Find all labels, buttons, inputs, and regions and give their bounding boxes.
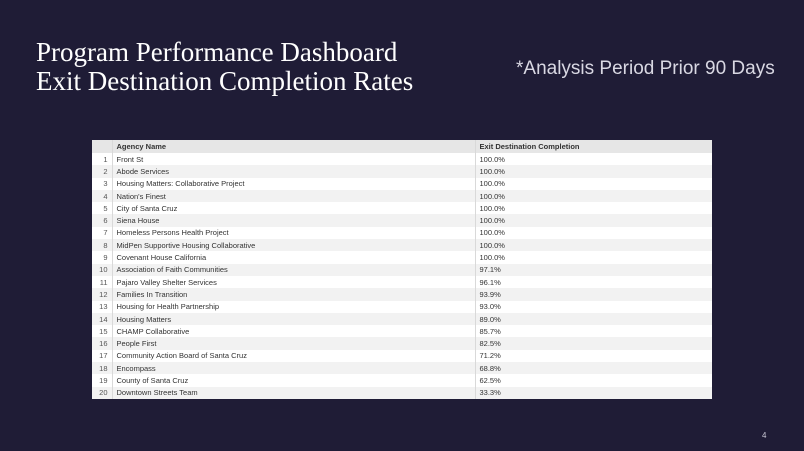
row-index: 3 <box>103 179 108 189</box>
row-index: 16 <box>99 339 108 349</box>
agency-name-cell: Covenant House California <box>111 251 475 264</box>
agency-name-cell: Front St <box>111 153 475 166</box>
row-index: 7 <box>103 228 108 238</box>
table-row[interactable]: 16 People First 82.5% <box>92 337 712 350</box>
completion-rate-cell: 96.1% <box>474 275 712 289</box>
row-index: 4 <box>103 191 108 201</box>
table-row[interactable]: 17 Community Action Board of Santa Cruz 71… <box>92 349 712 363</box>
completion-table: Agency Name Exit Destination Completion … <box>92 140 712 399</box>
row-index: 11 <box>99 277 108 287</box>
agency-name-cell: Housing Matters: Collaborative Project <box>111 177 475 190</box>
row-index: 8 <box>103 240 108 250</box>
table-row[interactable]: 6 Siena House 100.0% <box>92 214 712 227</box>
slide-title-line-2: Exit Destination Completion Rates <box>36 66 414 96</box>
completion-rate-cell: 68.8% <box>474 362 712 375</box>
agency-name-cell: Families In Transition <box>111 288 475 301</box>
completion-rate-cell: 97.1% <box>474 263 712 276</box>
row-index: 15 <box>99 326 108 336</box>
table-row[interactable]: 2 Abode Services 100.0% <box>92 165 712 178</box>
completion-rate-cell: 100.0% <box>474 189 712 203</box>
slide-title-line-1: Program Performance Dashboard <box>36 37 398 67</box>
column-header-exit-destination-completion[interactable]: Exit Destination Completion <box>474 140 712 153</box>
completion-rate-cell: 100.0% <box>474 226 712 240</box>
row-index: 18 <box>99 363 108 373</box>
completion-rate-cell: 100.0% <box>474 177 712 190</box>
completion-rate-cell: 82.5% <box>474 337 712 350</box>
table-row[interactable]: 8 MidPen Supportive Housing Collaborative… <box>92 239 712 252</box>
completion-rate-cell: 100.0% <box>474 214 712 227</box>
table-row[interactable]: 20 Downtown Streets Team 33.3% <box>92 386 712 399</box>
table-row[interactable]: 10 Association of Faith Communities 97.1% <box>92 263 712 276</box>
table-row[interactable]: 1 Front St 100.0% <box>92 153 712 166</box>
completion-rate-cell: 100.0% <box>474 153 712 166</box>
column-header-index[interactable] <box>92 140 112 153</box>
agency-name-cell: Housing Matters <box>111 312 475 326</box>
agency-name-cell: MidPen Supportive Housing Collaborative <box>111 239 475 252</box>
completion-rate-cell: 100.0% <box>474 251 712 264</box>
completion-rate-cell: 100.0% <box>474 202 712 215</box>
row-index: 20 <box>99 388 108 398</box>
row-index: 14 <box>99 314 108 324</box>
row-index: 13 <box>99 302 108 312</box>
table-row[interactable]: 3 Housing Matters: Collaborative Project 1… <box>92 177 712 190</box>
completion-rate-cell: 100.0% <box>474 165 712 178</box>
table-row[interactable]: 12 Families In Transition 93.9% <box>92 288 712 301</box>
table-header-row: Agency Name Exit Destination Completion <box>92 140 712 153</box>
column-header-agency-name[interactable]: Agency Name <box>111 140 475 153</box>
table-row[interactable]: 18 Encompass 68.8% <box>92 362 712 375</box>
completion-rate-cell: 85.7% <box>474 325 712 338</box>
table-row[interactable]: 11 Pajaro Valley Shelter Services 96.1% <box>92 275 712 289</box>
completion-rate-cell: 93.0% <box>474 300 712 313</box>
table-body: 1 Front St 100.0% 2 Abode Services 100.0% 3 Hou… <box>92 153 712 399</box>
row-index: 6 <box>103 216 108 226</box>
table-row[interactable]: 19 County of Santa Cruz 62.5% <box>92 374 712 387</box>
agency-name-cell: Siena House <box>111 214 475 227</box>
table-row[interactable]: 13 Housing for Health Partnership 93.0% <box>92 300 712 313</box>
table-row[interactable]: 5 City of Santa Cruz 100.0% <box>92 202 712 215</box>
agency-name-cell: County of Santa Cruz <box>111 374 475 387</box>
agency-name-cell: Housing for Health Partnership <box>111 300 475 313</box>
table-row[interactable]: 9 Covenant House California 100.0% <box>92 251 712 264</box>
completion-rate-cell: 71.2% <box>474 349 712 363</box>
row-index: 5 <box>103 203 108 213</box>
agency-name-cell: Abode Services <box>111 165 475 178</box>
row-index: 1 <box>103 154 108 164</box>
row-index: 12 <box>99 289 108 299</box>
agency-name-cell: CHAMP Collaborative <box>111 325 475 338</box>
page-number: 4 <box>762 431 767 440</box>
completion-rate-cell: 33.3% <box>474 386 712 399</box>
agency-name-cell: Encompass <box>111 362 475 375</box>
row-index: 19 <box>99 375 108 385</box>
agency-name-cell: City of Santa Cruz <box>111 202 475 215</box>
agency-name-cell: Nation's Finest <box>111 189 475 203</box>
analysis-period-note: *Analysis Period Prior 90 Days <box>516 58 775 79</box>
table-row[interactable]: 14 Housing Matters 89.0% <box>92 312 712 326</box>
table-row[interactable]: 7 Homeless Persons Health Project 100.0% <box>92 226 712 240</box>
row-index: 2 <box>103 166 108 176</box>
agency-name-cell: Downtown Streets Team <box>111 386 475 399</box>
completion-rate-cell: 62.5% <box>474 374 712 387</box>
row-index: 17 <box>99 351 108 361</box>
agency-name-cell: Homeless Persons Health Project <box>111 226 475 240</box>
table-row[interactable]: 15 CHAMP Collaborative 85.7% <box>92 325 712 338</box>
table-row[interactable]: 4 Nation's Finest 100.0% <box>92 189 712 203</box>
slide-title: Program Performance Dashboard Exit Desti… <box>36 38 413 96</box>
row-index: 10 <box>99 265 108 275</box>
completion-rate-cell: 100.0% <box>474 239 712 252</box>
agency-name-cell: People First <box>111 337 475 350</box>
agency-name-cell: Pajaro Valley Shelter Services <box>111 275 475 289</box>
row-index: 9 <box>103 253 108 263</box>
agency-name-cell: Association of Faith Communities <box>111 263 475 276</box>
agency-name-cell: Community Action Board of Santa Cruz <box>111 349 475 363</box>
completion-rate-cell: 93.9% <box>474 288 712 301</box>
completion-rate-cell: 89.0% <box>474 312 712 326</box>
